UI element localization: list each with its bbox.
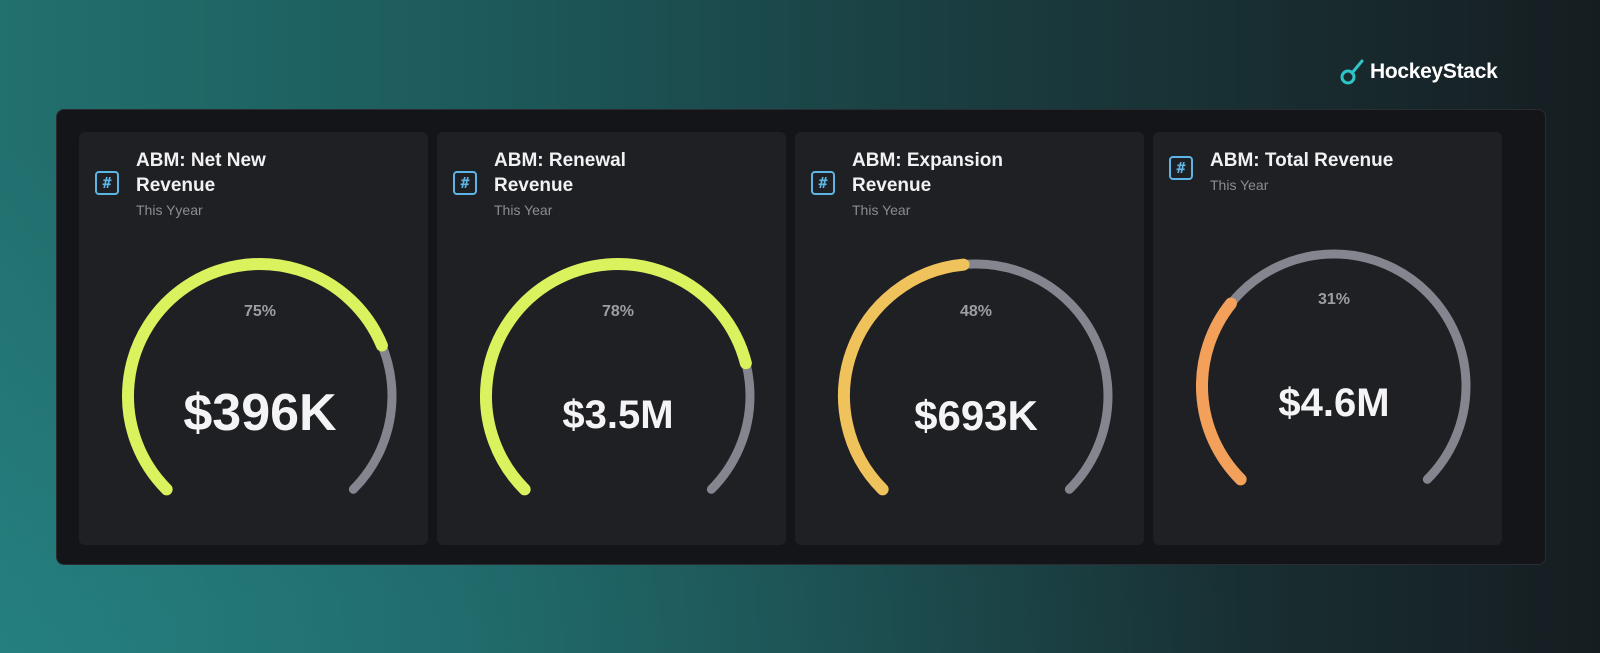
card-header: # ABM: Net New Revenue This Yyear [95, 148, 412, 218]
card-subtitle: This Yyear [136, 202, 203, 218]
gauge-chart: 75% $396K [122, 258, 397, 496]
gauge-percent-label: 48% [960, 303, 992, 320]
metric-card-total-revenue[interactable]: # ABM: Total Revenue This Year 31% $4.6M [1153, 132, 1502, 545]
metric-card-expansion-revenue[interactable]: # ABM: Expansion Revenue This Year 48% $… [795, 132, 1144, 545]
hockeystack-logo[interactable]: HockeyStack [1338, 58, 1498, 86]
card-titles: ABM: Net New Revenue This Yyear [136, 148, 326, 218]
hash-icon: # [95, 171, 119, 195]
metric-card-renewal-revenue[interactable]: # ABM: Renewal Revenue This Year 78% $3.… [437, 132, 786, 545]
hockey-stick-logo-icon [1340, 59, 1364, 85]
card-title: ABM: Renewal Revenue [494, 150, 626, 196]
gauge-progress-arc [1196, 297, 1247, 486]
hash-icon: # [811, 171, 835, 195]
gauge-progress-arc [480, 258, 752, 496]
gauge-percent-label: 78% [602, 303, 634, 320]
gauge-value: $3.5M [562, 393, 673, 437]
metric-card-net-new-revenue[interactable]: # ABM: Net New Revenue This Yyear 75% $3… [79, 132, 428, 545]
gauge-value: $396K [183, 384, 337, 442]
gauge-value: $693K [914, 392, 1038, 439]
card-titles: ABM: Renewal Revenue This Year [494, 148, 684, 218]
card-subtitle: This Year [494, 202, 553, 218]
gauge-value: $4.6M [1278, 381, 1389, 425]
card-titles: ABM: Total Revenue This Year [1210, 148, 1393, 193]
card-title: ABM: Net New Revenue [136, 150, 266, 196]
card-subtitle: This Year [1210, 177, 1269, 193]
card-subtitle: This Year [852, 202, 911, 218]
gauge-percent-label: 75% [244, 303, 276, 320]
card-title: ABM: Expansion Revenue [852, 150, 1003, 196]
gauge-chart: 78% $3.5M [480, 258, 755, 496]
card-header: # ABM: Total Revenue This Year [1169, 148, 1486, 193]
brand-name: HockeyStack [1370, 60, 1498, 83]
card-titles: ABM: Expansion Revenue This Year [852, 148, 1042, 218]
gauge-progress-arc [122, 258, 388, 496]
gauge-track [1197, 249, 1471, 484]
hash-icon: # [453, 171, 477, 195]
card-title: ABM: Total Revenue [1210, 150, 1394, 171]
gauge-chart: 31% $4.6M [1196, 249, 1471, 486]
gauge-percent-label: 31% [1318, 291, 1350, 308]
dashboard-panel: # ABM: Net New Revenue This Yyear 75% $3… [56, 109, 1546, 565]
card-header: # ABM: Renewal Revenue This Year [453, 148, 770, 218]
gauge-chart: 48% $693K [838, 258, 1113, 496]
gauge-progress-arc [838, 258, 970, 496]
hash-icon: # [1169, 156, 1193, 180]
card-header: # ABM: Expansion Revenue This Year [811, 148, 1128, 218]
